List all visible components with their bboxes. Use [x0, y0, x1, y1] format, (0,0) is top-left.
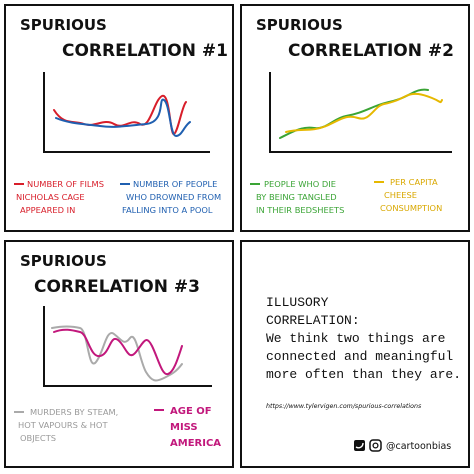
panel-drawing: SPURIOUS CORRELATION #1 NUMBER OF FILMS … — [14, 16, 228, 215]
title: SPURIOUS — [256, 16, 343, 34]
panel: SPURIOUS CORRELATION #1 NUMBER OF FILMS … — [4, 4, 234, 232]
legend-text: PEOPLE WHO DIE — [264, 179, 336, 189]
panel: SPURIOUS CORRELATION #3 MURDERS BY STEAM… — [4, 240, 234, 468]
axes — [269, 72, 452, 153]
instagram-icon — [369, 439, 382, 452]
title: CORRELATION #1 — [62, 41, 228, 61]
body-text: more often than they are. — [266, 367, 461, 382]
legend-text: WHO DROWNED FROM — [126, 192, 221, 202]
panel: ILLUSORY CORRELATION: We think two thing… — [240, 240, 470, 468]
panel-drawing: SPURIOUS CORRELATION #2 PEOPLE WHO DIE B… — [250, 16, 454, 215]
title: CORRELATION #2 — [288, 41, 454, 61]
legend-text: NUMBER OF FILMS — [27, 179, 104, 189]
title: CORRELATION #3 — [34, 277, 200, 297]
legend-text: APPEARED IN — [20, 205, 75, 215]
legend-text: NICHOLAS CAGE — [16, 192, 85, 202]
body-text: We think two things are — [266, 331, 445, 346]
body-text: connected and meaningful — [266, 349, 453, 364]
line — [285, 92, 443, 133]
legend-text: CONSUMPTION — [380, 203, 442, 213]
line — [51, 325, 183, 382]
handle: @cartoonbias — [386, 441, 451, 452]
legend-text: MISS — [170, 422, 198, 433]
legend-text: HOT VAPOURS & HOT — [18, 420, 108, 430]
twitter-icon — [354, 440, 365, 451]
title: SPURIOUS — [20, 252, 107, 270]
heading: ILLUSORY — [266, 295, 329, 310]
legend-text: MURDERS BY STEAM, — [30, 407, 118, 417]
legend-text: FALLING INTO A POOL — [122, 205, 213, 215]
panel: SPURIOUS CORRELATION #2 PEOPLE WHO DIE B… — [240, 4, 470, 232]
legend-text: OBJECTS — [20, 433, 56, 443]
line — [53, 328, 183, 376]
line — [55, 98, 191, 138]
legend-text: AMERICA — [170, 438, 221, 449]
twitter-glyph — [355, 442, 364, 449]
instagram-glyph — [372, 442, 379, 449]
panel-drawing: ILLUSORY CORRELATION: We think two thing… — [266, 295, 461, 452]
panel-drawing: SPURIOUS CORRELATION #3 MURDERS BY STEAM… — [14, 252, 221, 449]
legend-text: BY BEING TANGLED — [256, 192, 337, 202]
legend-text: NUMBER OF PEOPLE — [133, 179, 217, 189]
legend-text: IN THEIR BEDSHEETS — [256, 205, 344, 215]
axes — [43, 306, 212, 387]
legend-text: PER CAPITA — [390, 177, 438, 187]
link[interactable]: https://www.tylervigen.com/spurious-corr… — [266, 402, 422, 410]
title: SPURIOUS — [20, 16, 107, 34]
legend-text: CHEESE — [384, 190, 417, 200]
legend-text: AGE OF — [170, 406, 212, 417]
heading: CORRELATION: — [266, 313, 360, 328]
axes — [43, 72, 210, 153]
